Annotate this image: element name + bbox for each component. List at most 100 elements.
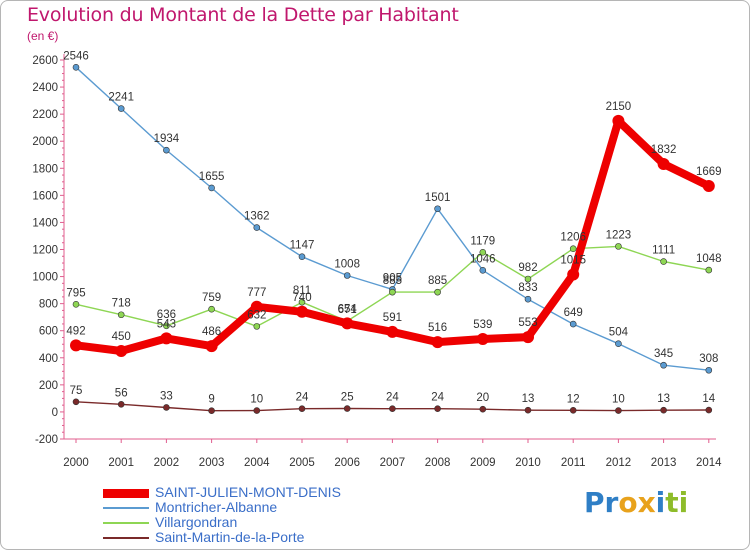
logo-letter: x	[637, 486, 656, 519]
data-label: 1655	[199, 171, 225, 183]
data-point	[522, 331, 534, 344]
data-point	[253, 224, 261, 231]
data-label: 671	[338, 304, 357, 316]
data-point	[298, 253, 306, 260]
x-tick-label: 2004	[244, 457, 270, 469]
data-point	[476, 332, 489, 345]
data-point	[660, 406, 667, 414]
data-point	[389, 288, 396, 296]
legend-swatch	[103, 522, 149, 524]
data-label: 1501	[425, 192, 451, 204]
legend-label: Villargondran	[155, 514, 238, 530]
data-point	[253, 323, 261, 330]
data-label: 543	[157, 318, 176, 330]
data-point	[205, 340, 218, 353]
x-tick-label: 2005	[289, 457, 315, 469]
data-label: 1048	[696, 253, 722, 265]
data-label: 25	[341, 392, 354, 404]
data-label: 632	[247, 309, 266, 321]
y-tick-label: 1400	[32, 217, 58, 229]
data-label: 486	[202, 326, 221, 338]
data-label: 308	[699, 353, 718, 365]
data-label: 1046	[470, 253, 496, 265]
data-label: 982	[518, 262, 537, 274]
data-label: 1934	[154, 133, 180, 145]
y-tick-label: 1000	[32, 272, 58, 284]
data-point	[660, 258, 667, 265]
data-point	[612, 114, 625, 127]
legend-swatch	[103, 537, 149, 539]
data-point	[386, 325, 399, 338]
data-label: 24	[431, 392, 444, 404]
y-tick-label: 1200	[32, 245, 58, 257]
y-tick-label: 200	[39, 380, 58, 392]
data-label: 654	[338, 303, 358, 315]
proxiti-logo: Proxiti	[584, 486, 688, 519]
y-tick-label: 2000	[32, 136, 58, 148]
chart-title: Evolution du Montant de la Dette par Hab…	[27, 4, 459, 26]
data-label: 2150	[606, 101, 632, 113]
data-point	[431, 336, 444, 349]
legend-label: Montricher-Albanne	[155, 499, 278, 515]
y-tick-label: 800	[39, 299, 58, 311]
data-label: 492	[66, 325, 85, 337]
data-point	[343, 272, 351, 279]
data-point	[524, 295, 532, 303]
data-label: 740	[292, 292, 311, 304]
x-tick-label: 2011	[561, 457, 586, 469]
data-label: 905	[383, 272, 402, 284]
data-point	[163, 322, 170, 330]
data-label: 33	[160, 390, 173, 402]
x-tick-label: 2008	[425, 457, 451, 469]
data-point	[615, 340, 622, 348]
data-label: 833	[518, 282, 537, 294]
x-tick-label: 2007	[380, 457, 406, 469]
data-point	[117, 311, 125, 319]
data-label: 1223	[606, 229, 632, 241]
data-point	[434, 288, 441, 296]
data-point	[117, 401, 125, 408]
data-label: 636	[157, 309, 176, 321]
data-point	[250, 300, 263, 313]
data-point	[479, 405, 487, 413]
data-point	[72, 64, 80, 71]
data-label: 13	[522, 393, 535, 405]
x-tick-label: 2013	[651, 457, 677, 469]
chart-unit: (en €)	[27, 29, 59, 43]
data-label: 1362	[244, 211, 270, 223]
data-label: 591	[383, 312, 402, 324]
data-label: 885	[383, 275, 402, 287]
series-points	[70, 64, 715, 415]
data-point	[524, 275, 532, 283]
legend-swatch	[103, 488, 149, 498]
y-tick-label: 0	[52, 407, 58, 419]
logo-letter: i	[655, 486, 666, 519]
data-label: 1008	[334, 258, 360, 270]
data-label: 75	[70, 385, 83, 397]
data-label: 20	[476, 392, 489, 404]
y-tick-label: 2200	[32, 109, 58, 121]
data-point	[208, 305, 215, 313]
data-point	[569, 407, 577, 414]
data-label: 10	[612, 394, 625, 406]
data-point	[615, 407, 622, 414]
axes: -200 0 200 400 600 800 1000 1200 1400 1600 1800 200…	[32, 54, 722, 469]
data-point	[389, 405, 396, 412]
x-tick-label: 2010	[515, 457, 541, 469]
data-point	[657, 157, 670, 170]
data-point	[163, 146, 170, 154]
data-point	[115, 345, 128, 358]
data-label: 1669	[696, 166, 722, 178]
data-label: 10	[250, 394, 263, 406]
y-tick-label: 1600	[32, 190, 58, 202]
data-point	[569, 320, 577, 328]
data-label: 9	[208, 394, 214, 406]
data-label: 24	[296, 392, 309, 404]
data-point	[253, 407, 261, 414]
data-point	[702, 180, 715, 193]
y-tick-label: -200	[35, 434, 58, 446]
y-tick-label: 600	[39, 326, 58, 338]
data-point	[296, 305, 308, 318]
legend-label: Saint-Martin-de-la-Porte	[155, 529, 305, 545]
